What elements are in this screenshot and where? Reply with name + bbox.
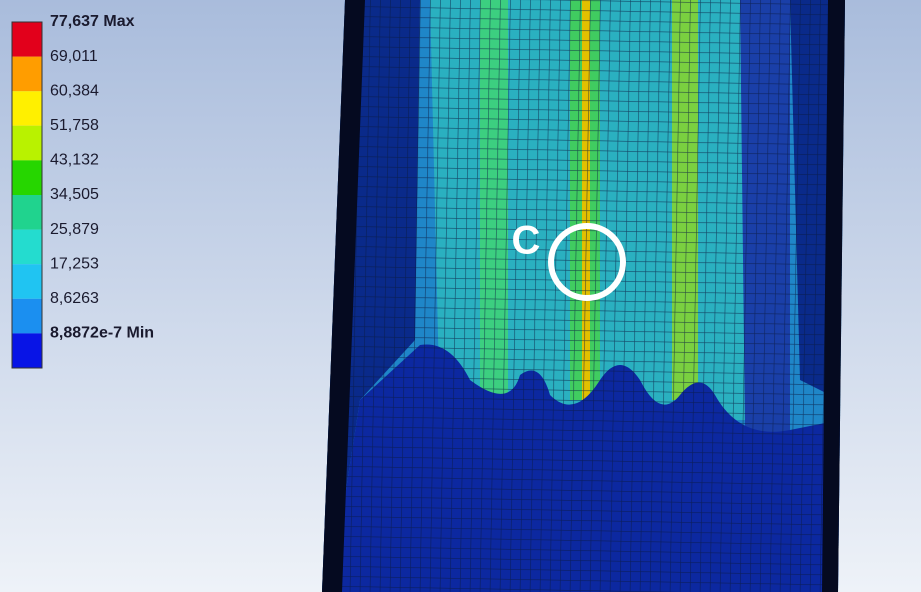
legend-label: 17,253 bbox=[50, 255, 99, 272]
legend-swatch bbox=[12, 333, 42, 368]
legend-label: 8,8872e-7 Min bbox=[50, 325, 154, 342]
legend-swatch bbox=[12, 230, 42, 265]
legend-label: 43,132 bbox=[50, 152, 99, 169]
legend-label: 77,637 Max bbox=[50, 13, 135, 30]
legend-swatch bbox=[12, 160, 42, 195]
legend-label: 34,505 bbox=[50, 186, 99, 203]
legend-swatch bbox=[12, 22, 42, 57]
legend-label: 51,758 bbox=[50, 117, 99, 134]
fea-view: C 77,637 Max 69,011 60,384 51,758 43,132 34,5… bbox=[0, 0, 921, 592]
legend-swatch bbox=[12, 264, 42, 299]
legend-label: 8,6263 bbox=[50, 290, 99, 307]
legend-label: 60,384 bbox=[50, 82, 99, 99]
legend-swatch bbox=[12, 57, 42, 92]
legend-swatch bbox=[12, 299, 42, 334]
legend-label: 69,011 bbox=[50, 48, 98, 65]
annotation: C bbox=[512, 219, 541, 263]
legend-swatch bbox=[12, 195, 42, 230]
legend-label: 25,879 bbox=[50, 221, 99, 238]
legend-swatch bbox=[12, 91, 42, 126]
legend-swatch bbox=[12, 126, 42, 161]
